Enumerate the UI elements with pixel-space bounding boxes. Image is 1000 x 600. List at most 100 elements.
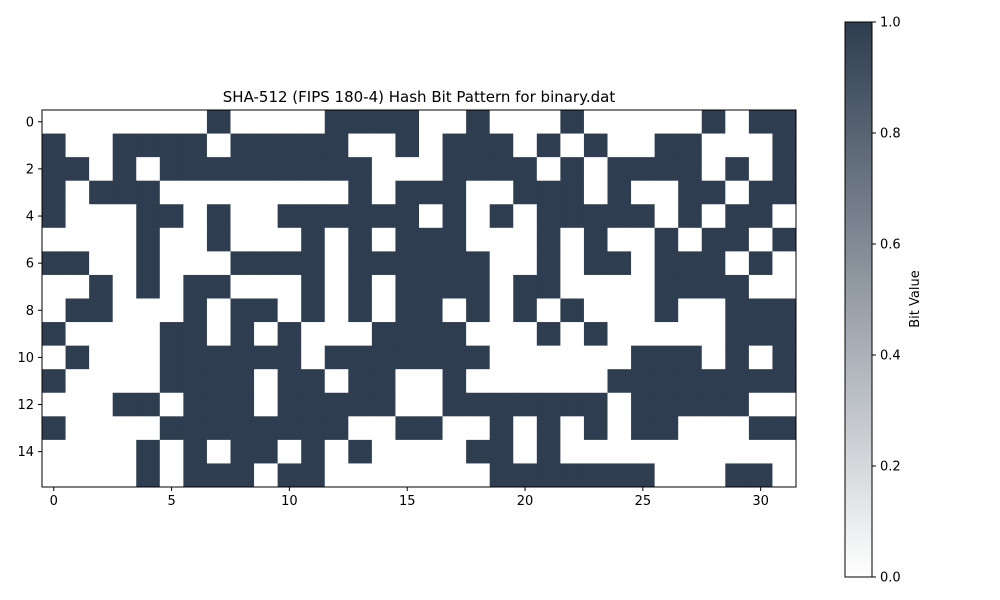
heatmap-cell [701, 298, 726, 323]
heatmap-cell [513, 369, 538, 394]
heatmap-cell [560, 227, 585, 252]
heatmap-cell [748, 439, 773, 464]
heatmap-cell [607, 274, 632, 299]
heatmap-cell [136, 463, 161, 488]
heatmap-cell [466, 416, 491, 441]
heatmap-cell [395, 298, 420, 323]
heatmap-cell [159, 322, 184, 347]
heatmap-cell [678, 439, 703, 464]
heatmap-cell [725, 369, 750, 394]
heatmap-cell [489, 322, 514, 347]
heatmap-cell [701, 439, 726, 464]
y-tick-label: 2 [26, 162, 34, 177]
heatmap-cell [725, 345, 750, 370]
heatmap-cell [371, 463, 396, 488]
heatmap-cell [583, 298, 608, 323]
heatmap-cell [348, 345, 373, 370]
colorbar-tick-label: 1.0 [880, 16, 901, 31]
heatmap-cell [772, 298, 797, 323]
heatmap-cell [348, 439, 373, 464]
heatmap-cell [395, 227, 420, 252]
heatmap-cell [112, 463, 137, 488]
heatmap-cell [395, 463, 420, 488]
heatmap-cell [654, 251, 679, 276]
heatmap-cell [489, 416, 514, 441]
heatmap-cell [607, 180, 632, 205]
heatmap-cell [277, 439, 302, 464]
heatmap-cell [136, 110, 161, 134]
colorbar-tick-label: 0.6 [880, 238, 901, 253]
heatmap-cell [536, 392, 561, 417]
heatmap-cell [324, 157, 349, 182]
heatmap-cell [112, 345, 137, 370]
heatmap-cell [277, 251, 302, 276]
heatmap-cell [489, 180, 514, 205]
heatmap-cells [42, 110, 797, 488]
heatmap-cell [324, 298, 349, 323]
colorbar-label: Bit Value [908, 270, 923, 327]
heatmap-cell [183, 439, 208, 464]
heatmap-cell [560, 322, 585, 347]
heatmap-cell [607, 227, 632, 252]
heatmap-cell [583, 416, 608, 441]
heatmap-cell [206, 157, 231, 182]
heatmap-cell [136, 157, 161, 182]
heatmap-cell [277, 298, 302, 323]
heatmap-cell [65, 133, 90, 158]
heatmap-cell [254, 251, 279, 276]
heatmap-cell [65, 251, 90, 276]
heatmap-cell [65, 322, 90, 347]
colorbar-tick-label: 0.0 [880, 571, 901, 586]
heatmap-cell [112, 416, 137, 441]
heatmap-cell [772, 369, 797, 394]
colorbar-frame [844, 21, 873, 578]
heatmap-cell [254, 204, 279, 229]
heatmap-cell [725, 204, 750, 229]
heatmap-cell [159, 298, 184, 323]
heatmap-cell [301, 251, 326, 276]
heatmap-cell [748, 463, 773, 488]
heatmap-cell [725, 110, 750, 134]
heatmap-cell [42, 274, 66, 299]
heatmap-cell [513, 180, 538, 205]
heatmap-cell [206, 439, 231, 464]
heatmap-cell [442, 157, 467, 182]
heatmap-cell [654, 416, 679, 441]
heatmap-cell [277, 274, 302, 299]
heatmap-cell [301, 392, 326, 417]
heatmap-cell [631, 392, 656, 417]
heatmap-cell [395, 369, 420, 394]
heatmap-cell [348, 392, 373, 417]
heatmap-cell [489, 298, 514, 323]
heatmap-cell [466, 110, 491, 134]
heatmap-cell [230, 322, 255, 347]
heatmap-cell [725, 251, 750, 276]
heatmap-cell [395, 322, 420, 347]
heatmap-cell [206, 274, 231, 299]
heatmap-cell [536, 133, 561, 158]
heatmap-cell [183, 133, 208, 158]
heatmap-cell [254, 274, 279, 299]
heatmap-cell [348, 133, 373, 158]
heatmap-cell [513, 251, 538, 276]
heatmap-cell [631, 157, 656, 182]
heatmap-cell [277, 180, 302, 205]
heatmap-cell [701, 345, 726, 370]
heatmap-cell [536, 251, 561, 276]
heatmap-cell [89, 180, 114, 205]
heatmap-cell [748, 133, 773, 158]
heatmap-cell [348, 416, 373, 441]
heatmap-cell [583, 204, 608, 229]
heatmap-cell [89, 157, 114, 182]
heatmap-cell [301, 416, 326, 441]
heatmap-cell [230, 369, 255, 394]
heatmap-cell [419, 345, 443, 370]
heatmap-cell [678, 157, 703, 182]
heatmap-cell [631, 180, 656, 205]
heatmap-cell [583, 392, 608, 417]
heatmap-cell [277, 110, 302, 134]
heatmap-cell [513, 439, 538, 464]
heatmap-cell [583, 274, 608, 299]
heatmap-cell [654, 110, 679, 134]
heatmap-cell [348, 180, 373, 205]
